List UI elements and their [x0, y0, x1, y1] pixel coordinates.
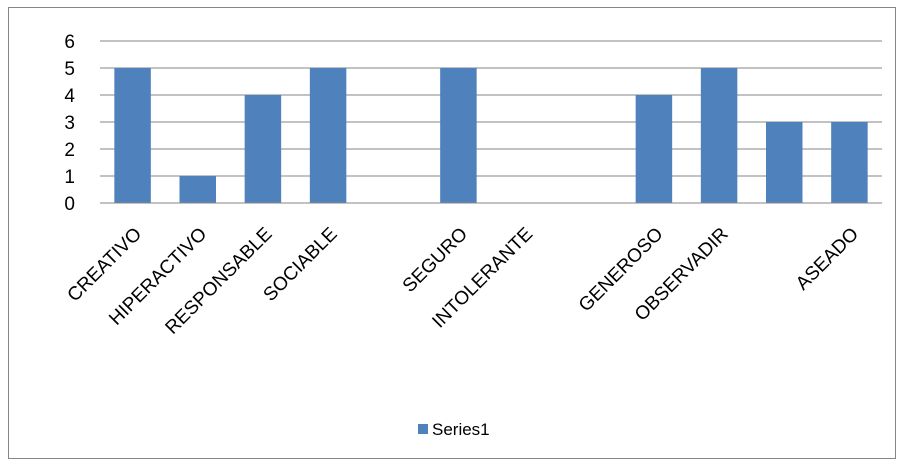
legend: Series1	[418, 420, 490, 439]
y-tick-label: 4	[64, 86, 75, 107]
bars	[114, 68, 868, 203]
bar-observadir	[700, 68, 738, 203]
bar-aseado	[831, 122, 868, 203]
y-tick-label: 3	[64, 113, 75, 134]
bar-hiperactivo	[179, 176, 216, 203]
y-tick-label: 5	[64, 59, 75, 80]
legend-swatch	[418, 424, 428, 434]
y-tick-label: 6	[64, 32, 75, 53]
gridlines	[100, 40, 882, 177]
bar-creativo	[114, 68, 151, 203]
bar-sociable	[309, 68, 347, 203]
bar-generoso	[635, 95, 673, 203]
bar-slot-10	[766, 122, 803, 203]
bar-responsable	[244, 95, 282, 203]
legend-label: Series1	[432, 420, 490, 439]
y-tick-label: 1	[64, 167, 75, 188]
y-tick-label: 2	[64, 140, 75, 161]
y-axis-tick-labels: 0 1 2 3 4 5 6	[64, 32, 75, 215]
x-tick-label: ASEADO	[792, 224, 863, 295]
bar-seguro	[440, 68, 477, 203]
y-tick-label: 0	[64, 194, 75, 215]
